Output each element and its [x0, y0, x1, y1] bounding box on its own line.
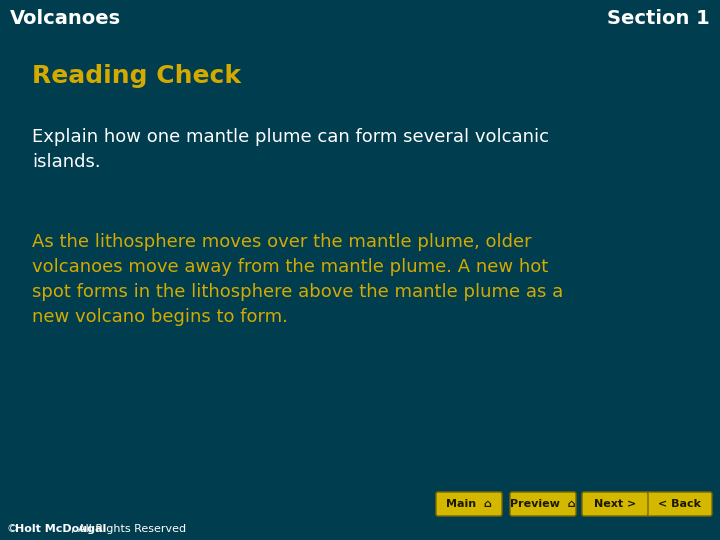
Text: Holt McDougal: Holt McDougal [15, 524, 107, 534]
Text: Explain how one mantle plume can form several volcanic
islands.: Explain how one mantle plume can form se… [32, 128, 549, 171]
Text: Volcanoes: Volcanoes [10, 10, 121, 29]
FancyBboxPatch shape [436, 492, 502, 516]
FancyBboxPatch shape [646, 492, 712, 516]
Text: Section 1: Section 1 [607, 10, 710, 29]
FancyBboxPatch shape [582, 492, 648, 516]
Text: As the lithosphere moves over the mantle plume, older
volcanoes move away from t: As the lithosphere moves over the mantle… [32, 233, 563, 326]
FancyBboxPatch shape [510, 492, 576, 516]
Text: Preview  ⌂: Preview ⌂ [510, 499, 576, 509]
Text: < Back: < Back [657, 499, 701, 509]
Text: Reading Check: Reading Check [32, 64, 241, 88]
Text: ©: © [7, 524, 22, 534]
Text: Main  ⌂: Main ⌂ [446, 499, 492, 509]
Text: , All Rights Reserved: , All Rights Reserved [71, 524, 186, 534]
Text: Next >: Next > [594, 499, 636, 509]
